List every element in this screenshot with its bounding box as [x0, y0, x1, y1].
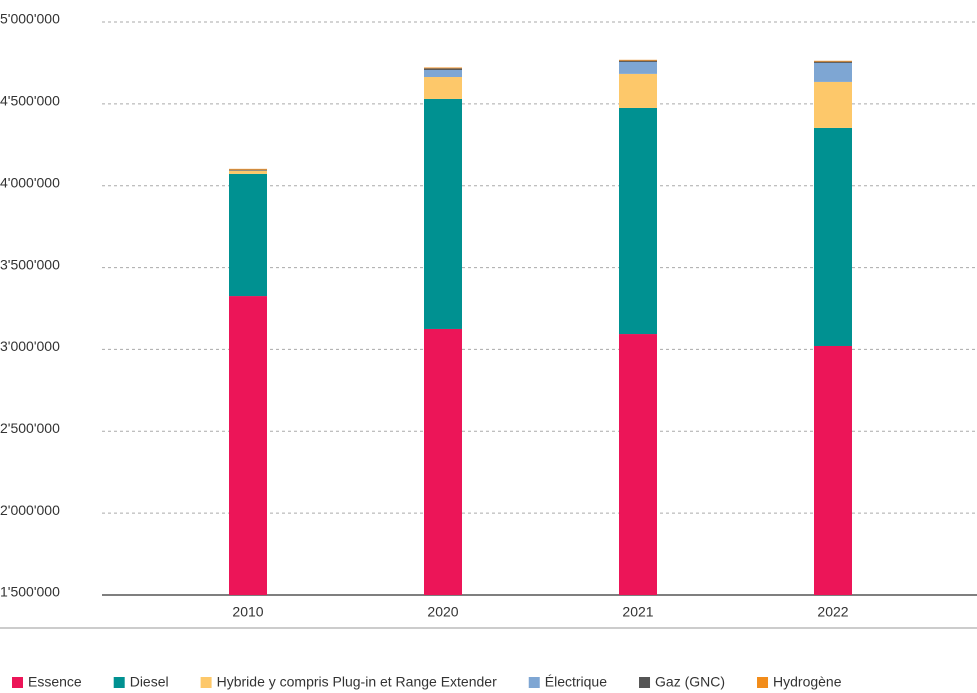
y-tick-label: 2'500'000: [0, 420, 60, 436]
bar-segment: [619, 61, 657, 74]
legend-label: Hybride y compris Plug-in et Range Exten…: [217, 674, 497, 690]
bar-segment: [814, 345, 852, 595]
bar-segment: [229, 296, 267, 595]
x-tick-label: 2020: [427, 604, 458, 620]
bar-segment: [424, 67, 462, 69]
legend-swatch: [200, 677, 212, 688]
bar-segment: [619, 60, 657, 62]
bar-segment: [424, 77, 462, 99]
bar-segment: [814, 62, 852, 82]
bar-segment: [814, 61, 852, 63]
x-tick-label: 2010: [232, 604, 263, 620]
y-tick-label: 5'000'000: [0, 11, 60, 27]
legend-swatch: [12, 677, 23, 688]
bar-segment: [229, 168, 267, 170]
bar-segment: [424, 68, 462, 70]
bar-segment: [229, 173, 267, 297]
legend-label: Électrique: [545, 674, 607, 690]
bar-segment: [619, 107, 657, 335]
legend-label: Hydrogène: [773, 674, 842, 690]
bar-segment: [814, 127, 852, 346]
y-tick-label: 3'500'000: [0, 256, 60, 272]
x-tick-label: 2022: [817, 604, 848, 620]
bar-segment: [619, 334, 657, 595]
bar-segment: [424, 98, 462, 329]
bar-segment: [619, 73, 657, 108]
y-tick-label: 3'000'000: [0, 338, 60, 354]
y-tick-label: 4'000'000: [0, 174, 60, 190]
bar-segment: [424, 69, 462, 78]
y-tick-label: 4'500'000: [0, 93, 60, 109]
bar-segment: [814, 81, 852, 128]
legend-swatch: [113, 677, 125, 688]
bar-segment: [424, 328, 462, 595]
legend-label: Gaz (GNC): [655, 674, 725, 690]
bar-segment: [229, 170, 267, 174]
y-tick-label: 1'500'000: [0, 584, 60, 600]
legend-label: Essence: [28, 674, 82, 690]
legend-label: Diesel: [130, 674, 169, 690]
x-tick-label: 2021: [622, 604, 653, 620]
legend-swatch: [528, 677, 540, 688]
legend-swatch: [639, 677, 651, 688]
legend-swatch: [757, 677, 769, 688]
bar-segment: [229, 169, 267, 171]
bar-segment: [814, 60, 852, 62]
y-tick-label: 2'000'000: [0, 502, 60, 518]
bar-segment: [619, 59, 657, 61]
